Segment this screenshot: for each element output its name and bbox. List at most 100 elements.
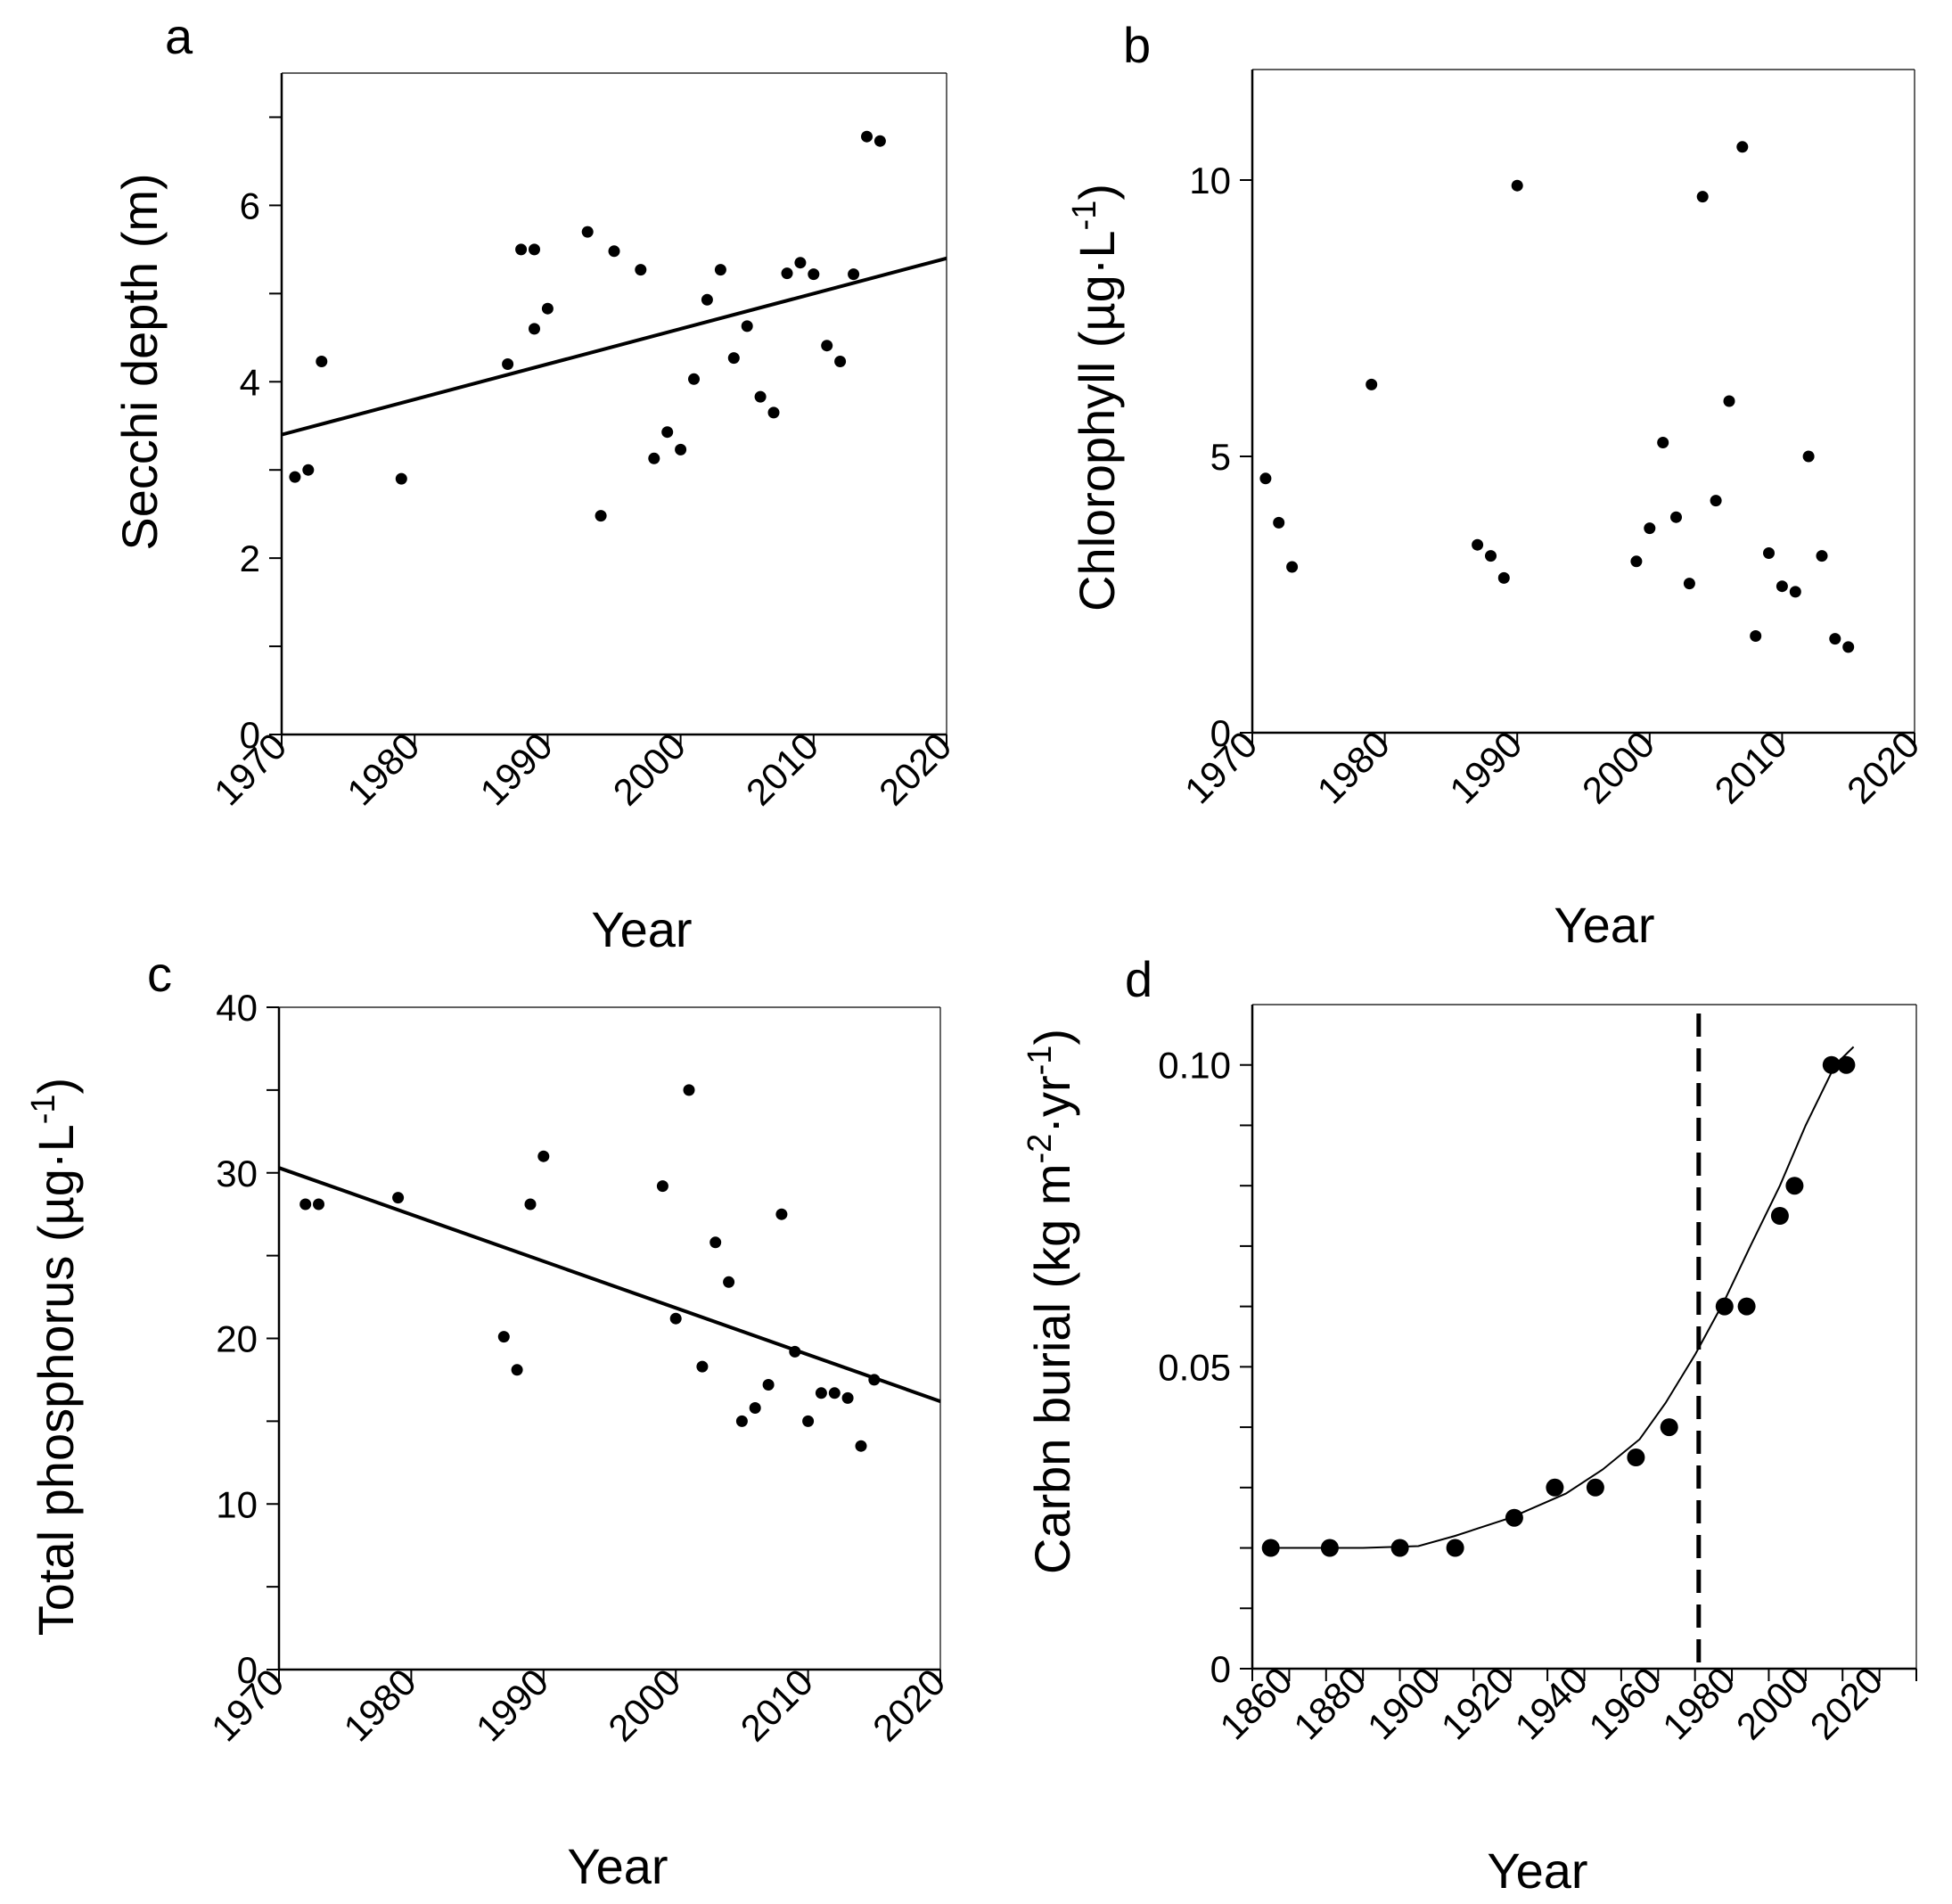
data-point	[808, 268, 820, 281]
y-axis-title: Carbn burial (kg m-2·yr-1)	[1021, 1029, 1080, 1574]
data-point	[1546, 1478, 1564, 1497]
data-point	[855, 1440, 867, 1452]
y-axis-title: Secchi depth (m)	[111, 173, 168, 550]
data-point	[1366, 378, 1378, 390]
x-tick-label: 1980	[1654, 1659, 1743, 1747]
data-point	[299, 1198, 312, 1211]
data-point	[1736, 141, 1749, 153]
data-point	[802, 1415, 815, 1427]
data-point	[834, 356, 847, 367]
data-point	[1696, 191, 1709, 203]
data-point	[1261, 1539, 1280, 1557]
data-point	[656, 1180, 668, 1193]
data-point	[497, 1331, 510, 1343]
data-point	[313, 1198, 324, 1211]
y-tick-label: 40	[216, 987, 258, 1029]
data-point	[1660, 1418, 1678, 1437]
data-point	[794, 257, 807, 269]
data-point	[529, 243, 540, 256]
x-axis-title: Year	[1554, 897, 1654, 953]
data-point	[868, 1374, 881, 1386]
data-point	[683, 1084, 695, 1096]
y-axis-title-part: )	[1069, 184, 1125, 201]
y-axis-title-part: Total phosphorus (µg·L	[28, 1124, 84, 1636]
data-point	[1829, 633, 1841, 645]
data-point	[1497, 571, 1510, 584]
data-point	[511, 1364, 523, 1376]
data-point	[635, 264, 647, 276]
data-point	[1750, 630, 1762, 642]
data-point	[595, 510, 607, 522]
data-point	[1630, 555, 1643, 568]
data-point	[1710, 495, 1722, 507]
y-axis-title-part: )	[28, 1078, 84, 1095]
data-point	[754, 390, 767, 403]
data-point	[861, 130, 873, 143]
fit-curve	[1270, 1046, 1855, 1549]
data-point	[1259, 472, 1272, 485]
data-point	[741, 320, 753, 332]
y-tick-label: 0.10	[1158, 1045, 1231, 1087]
data-point	[841, 1391, 854, 1404]
data-point	[735, 1415, 748, 1427]
x-tick-label: 1880	[1285, 1659, 1374, 1747]
x-axis-title: Year	[1487, 1842, 1587, 1899]
regression-line	[281, 256, 947, 437]
data-point	[696, 1360, 709, 1373]
y-tick-label: 0.05	[1158, 1346, 1231, 1388]
y-tick-label: 0	[1210, 712, 1231, 754]
data-point	[714, 264, 726, 276]
x-tick-label: 2020	[1802, 1659, 1890, 1747]
data-point	[395, 472, 407, 485]
y-tick-label: 20	[216, 1318, 258, 1360]
data-point	[688, 373, 700, 385]
data-point	[524, 1198, 537, 1211]
data-point	[648, 452, 660, 464]
x-axis-title: Year	[567, 1838, 668, 1894]
y-axis-title-part: Secchi depth (m)	[111, 173, 168, 550]
data-point	[1446, 1539, 1464, 1557]
y-axis-title: Chlorophyll (µg·L-1)	[1066, 184, 1125, 611]
y-axis-title-superscript: -1	[1066, 201, 1103, 231]
data-point	[701, 293, 713, 306]
data-point	[1670, 511, 1682, 523]
data-point	[762, 1379, 775, 1391]
data-point	[723, 1276, 735, 1288]
y-tick-label: 0	[1210, 1648, 1231, 1690]
data-point	[502, 358, 514, 370]
data-point	[1842, 641, 1855, 653]
data-point	[1837, 1055, 1856, 1074]
y-tick-label: 10	[1189, 160, 1231, 201]
data-point	[821, 340, 833, 352]
data-point	[1776, 580, 1788, 593]
data-point	[828, 1387, 841, 1399]
data-point	[1715, 1297, 1734, 1316]
y-tick-label: 4	[240, 361, 260, 403]
x-tick-label: 1900	[1359, 1659, 1448, 1747]
x-tick-label: 1940	[1507, 1659, 1595, 1747]
y-axis-title-superscript: -1	[1021, 1046, 1059, 1076]
data-point	[1472, 538, 1484, 551]
data-point	[316, 356, 328, 367]
data-point	[1763, 547, 1775, 559]
data-point	[302, 464, 315, 476]
data-point	[1785, 1177, 1804, 1195]
data-point	[392, 1192, 405, 1204]
data-point	[1644, 522, 1656, 535]
y-axis-title-superscript: -2	[1021, 1134, 1059, 1164]
data-point	[1627, 1449, 1645, 1466]
panel-letter: d	[1125, 951, 1152, 1007]
data-point	[1390, 1539, 1409, 1557]
data-point	[1511, 179, 1523, 192]
x-tick-label: 1960	[1580, 1659, 1669, 1747]
x-tick-label: 1920	[1433, 1659, 1521, 1747]
data-point	[709, 1236, 722, 1249]
y-tick-label: 0	[240, 714, 260, 756]
data-point	[608, 245, 620, 258]
y-axis-title: Total phosphorus (µg·L-1)	[25, 1078, 84, 1636]
data-point	[848, 268, 860, 281]
data-point	[1320, 1539, 1339, 1557]
